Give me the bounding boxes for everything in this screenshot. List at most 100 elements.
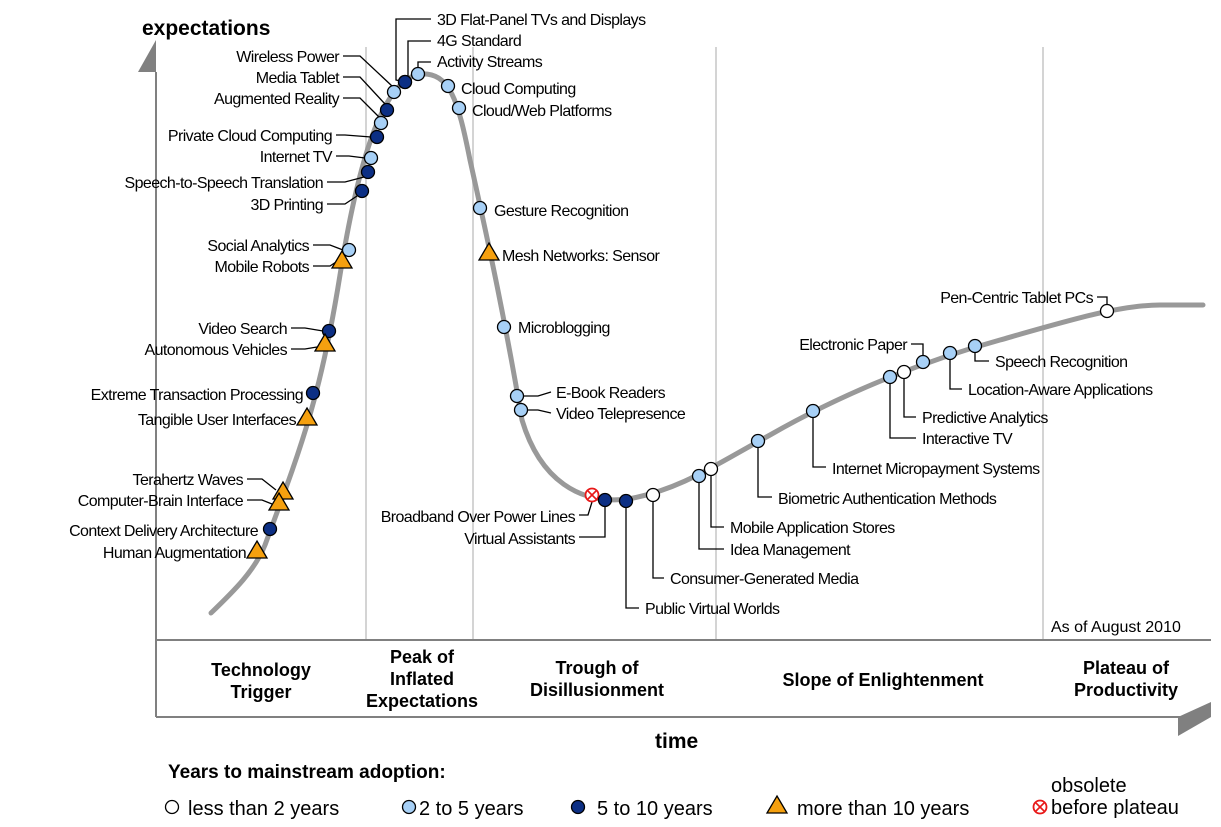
leader-autonomous-vehicles xyxy=(291,346,318,350)
legend-label-obsolete: obsolete xyxy=(1051,775,1127,797)
legend: Years to mainstream adoption: less than 2… xyxy=(164,762,1179,820)
legend-label-gt10: more than 10 years xyxy=(797,798,969,820)
legend-marker-5to10 xyxy=(570,799,586,815)
marker-autonomous-vehicles xyxy=(313,332,337,352)
label-augmented-reality: Augmented Reality xyxy=(214,91,340,108)
y-axis-arrow xyxy=(138,40,156,72)
marker-internet-tv xyxy=(363,150,379,166)
leader-biometric-authentication-methods xyxy=(757,448,772,498)
phase-label-4: Plateau of Productivity xyxy=(1074,658,1178,700)
marker-3d-printing xyxy=(354,183,370,199)
marker-activity-streams xyxy=(410,66,426,82)
axes: expectations time As of August 2010 xyxy=(138,17,1211,753)
marker-public-virtual-worlds xyxy=(618,493,634,509)
marker-augmented-reality xyxy=(373,115,389,131)
leader-e-book-readers xyxy=(523,391,552,397)
label-predictive-analytics: Predictive Analytics xyxy=(922,410,1048,427)
label-virtual-assistants: Virtual Assistants xyxy=(464,531,575,548)
label-biometric-authentication-methods: Biometric Authentication Methods xyxy=(778,491,997,508)
legend-label-2to5: 2 to 5 years xyxy=(419,798,524,820)
label-extreme-transaction-processing: Extreme Transaction Processing xyxy=(91,387,303,404)
marker-mobile-robots xyxy=(330,249,354,269)
label-context-delivery-architecture: Context Delivery Architecture xyxy=(69,523,259,540)
phase-separators xyxy=(365,47,1044,640)
marker-cloud-computing xyxy=(440,78,456,94)
label-internet-micropayment-systems: Internet Micropayment Systems xyxy=(832,461,1040,478)
phase-line: Productivity xyxy=(1074,680,1178,700)
marker-tangible-user-interfaces xyxy=(295,406,319,426)
marker-broadband-over-power-lines xyxy=(584,487,600,503)
leader-media-tablet xyxy=(343,76,386,105)
label-autonomous-vehicles: Autonomous Vehicles xyxy=(145,342,288,359)
marker-mesh-networks-sensor xyxy=(477,241,501,261)
marker-mobile-application-stores xyxy=(703,461,719,477)
leader-wireless-power xyxy=(343,55,393,87)
label-e-book-readers: E-Book Readers xyxy=(556,385,666,402)
label-computer-brain-interface: Computer-Brain Interface xyxy=(78,493,244,510)
label-3d-flat-panel-tvs-and-displays: 3D Flat-Panel TVs and Displays xyxy=(437,12,646,29)
label-media-tablet: Media Tablet xyxy=(256,70,340,87)
label-activity-streams: Activity Streams xyxy=(437,54,543,71)
label-terahertz-waves: Terahertz Waves xyxy=(133,472,244,489)
marker-virtual-assistants xyxy=(597,492,613,508)
marker-private-cloud-computing xyxy=(369,129,385,145)
leader-social-analytics xyxy=(313,244,344,251)
leader-internet-micropayment-systems xyxy=(812,418,826,468)
phase-line: Slope of Enlightenment xyxy=(783,670,984,690)
legend-label-obsolete: before plateau xyxy=(1051,797,1179,819)
leader-mobile-robots xyxy=(313,261,337,267)
leader-video-search xyxy=(291,327,324,332)
marker-video-telepresence xyxy=(513,402,529,418)
label-video-telepresence: Video Telepresence xyxy=(556,406,686,423)
marker-idea-management xyxy=(691,468,707,484)
leader-internet-tv xyxy=(336,155,366,159)
label-video-search: Video Search xyxy=(198,321,287,338)
phase-line: Trigger xyxy=(230,682,291,702)
label-pen-centric-tablet-pcs: Pen-Centric Tablet PCs xyxy=(940,290,1093,307)
legend-label-5to10: 5 to 10 years xyxy=(597,798,713,820)
label-speech-to-speech-translation: Speech-to-Speech Translation xyxy=(125,175,323,192)
marker-internet-micropayment-systems xyxy=(805,403,821,419)
label-mobile-application-stores: Mobile Application Stores xyxy=(730,520,895,537)
leader-electronic-paper xyxy=(911,343,924,355)
phase-labels: Technology Trigger Peak of Inflated Expectat… xyxy=(211,647,1178,711)
phase-line: Disillusionment xyxy=(530,680,664,700)
phase-line: Expectations xyxy=(366,691,478,711)
marker-predictive-analytics xyxy=(896,364,912,380)
marker-biometric-authentication-methods xyxy=(750,433,766,449)
leader-computer-brain-interface xyxy=(247,499,273,505)
label-idea-management: Idea Management xyxy=(730,542,851,559)
phase-line: Peak of xyxy=(390,647,455,667)
leader-pen-centric-tablet-pcs xyxy=(1097,296,1108,304)
leader-idea-management xyxy=(698,483,724,550)
phase-label-1: Peak of Inflated Expectations xyxy=(366,647,478,711)
marker-extreme-transaction-processing xyxy=(305,385,321,401)
label-consumer-generated-media: Consumer-Generated Media xyxy=(670,571,859,588)
legend-label-lt2: less than 2 years xyxy=(188,798,339,820)
label-human-augmentation: Human Augmentation xyxy=(103,545,246,562)
leader-interactive-tv xyxy=(889,384,916,439)
marker-interactive-tv xyxy=(882,369,898,385)
legend-marker-obsolete xyxy=(1032,799,1048,815)
marker-pen-centric-tablet-pcs xyxy=(1099,303,1115,319)
label-electronic-paper: Electronic Paper xyxy=(799,337,908,354)
phase-label-0: Technology Trigger xyxy=(211,660,311,702)
marker-speech-recognition xyxy=(967,338,983,354)
label-broadband-over-power-lines: Broadband Over Power Lines xyxy=(381,509,576,526)
marker-human-augmentation xyxy=(245,539,269,559)
label-4g-standard: 4G Standard xyxy=(437,33,521,50)
marker-wireless-power xyxy=(386,84,402,100)
marker-computer-brain-interface xyxy=(267,491,291,511)
label-tangible-user-interfaces: Tangible User Interfaces xyxy=(138,412,297,429)
technology-labels: 3D Flat-Panel TVs and Displays 4G Standar… xyxy=(69,12,1154,618)
x-axis-arrow xyxy=(1178,702,1211,736)
label-location-aware-applications: Location-Aware Applications xyxy=(968,382,1153,399)
label-3d-printing: 3D Printing xyxy=(250,197,323,214)
label-mobile-robots: Mobile Robots xyxy=(215,259,310,276)
marker-media-tablet xyxy=(379,102,395,118)
legend-heading: Years to mainstream adoption: xyxy=(168,762,446,783)
marker-cloud-web-platforms xyxy=(451,100,467,116)
leader-private-cloud-computing xyxy=(336,134,372,138)
as-of-date: As of August 2010 xyxy=(1051,619,1181,636)
